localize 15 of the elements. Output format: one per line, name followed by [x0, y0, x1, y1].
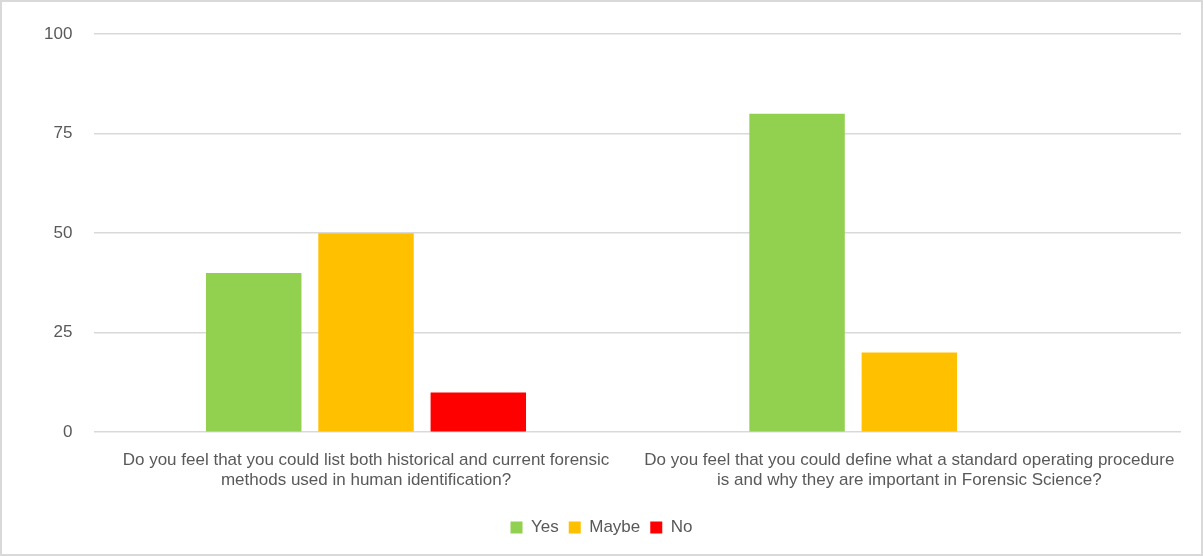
y-tick-label: 100 [43, 23, 73, 43]
bar [430, 392, 527, 432]
x-tick-label: Do you feel that you could list both historical and current forensic methods used in human identification? [122, 450, 610, 490]
legend-label: Maybe [589, 517, 641, 537]
bar [206, 273, 302, 432]
y-tick-label: 0 [62, 421, 73, 441]
y-tick-label: 50 [53, 222, 73, 242]
legend-label: No [670, 517, 693, 537]
y-tick-label: 25 [53, 322, 73, 342]
y-tick-label: 75 [53, 123, 73, 143]
bar [749, 113, 845, 432]
bar [861, 352, 958, 432]
x-tick-label: Do you feel that you could define what a standard operating procedure is and why they are important in Forensic Science? [644, 450, 1175, 490]
legend-label: Yes [531, 517, 559, 537]
bar [318, 233, 414, 432]
